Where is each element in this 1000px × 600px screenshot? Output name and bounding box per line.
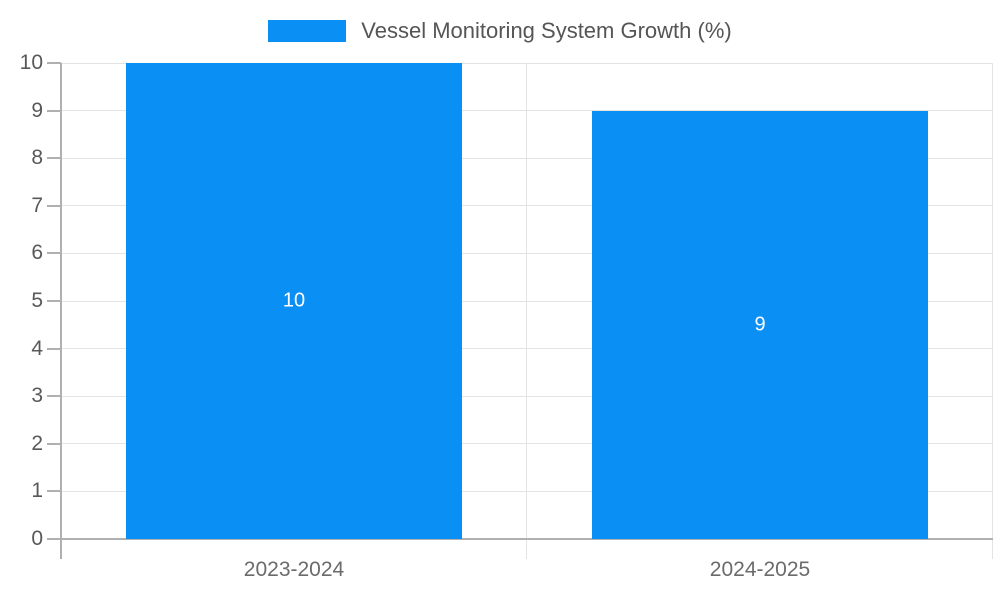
y-axis-tick xyxy=(47,62,61,64)
y-gridline xyxy=(61,252,993,254)
legend-label: Vessel Monitoring System Growth (%) xyxy=(361,18,732,43)
y-axis-tick xyxy=(47,204,61,207)
y-tick-label: 5 xyxy=(31,289,43,312)
bar-2023-2024[interactable] xyxy=(126,63,462,539)
bar-value-label: 10 xyxy=(282,289,306,312)
y-axis-tick xyxy=(47,395,61,398)
y-axis-tick xyxy=(47,300,61,302)
y-tick-label: 0 xyxy=(31,527,43,550)
y-gridline xyxy=(61,205,993,207)
y-gridline xyxy=(61,395,993,397)
y-tick-label: 4 xyxy=(31,336,43,360)
category-boundary-gridline xyxy=(992,63,993,559)
y-tick-label: 8 xyxy=(31,146,43,170)
y-tick-label: 9 xyxy=(31,98,43,122)
y-gridline xyxy=(61,157,993,159)
y-tick-label: 7 xyxy=(31,193,43,217)
y-gridline xyxy=(61,300,993,302)
y-axis-tick xyxy=(47,442,61,445)
y-tick-label: 3 xyxy=(31,384,43,408)
y-axis-tick xyxy=(47,157,61,160)
chart-legend[interactable]: Vessel Monitoring System Growth (%) xyxy=(0,18,1000,44)
y-tick-label: 6 xyxy=(31,241,43,265)
y-gridline xyxy=(61,443,993,445)
y-tick-label: 10 xyxy=(19,51,43,74)
bar-value-label: 9 xyxy=(754,313,766,336)
y-axis-tick xyxy=(47,109,61,112)
y-gridline xyxy=(61,110,993,112)
y-gridline xyxy=(61,348,993,350)
y-tick-label: 2 xyxy=(31,431,43,455)
y-axis-tick xyxy=(47,490,61,493)
y-axis-tick xyxy=(47,347,61,350)
bar-2024-2025[interactable] xyxy=(592,110,928,539)
y-axis-tick xyxy=(47,252,61,255)
x-tick-label: 2024-2025 xyxy=(709,558,811,581)
y-axis-line xyxy=(60,63,62,559)
legend-swatch-icon xyxy=(268,20,347,42)
x-tick-label: 2023-2024 xyxy=(243,558,345,581)
y-tick-label: 1 xyxy=(31,479,43,503)
category-boundary-gridline xyxy=(526,63,527,559)
x-axis-line xyxy=(47,538,993,540)
y-gridline xyxy=(61,62,993,64)
y-gridline xyxy=(61,490,993,492)
